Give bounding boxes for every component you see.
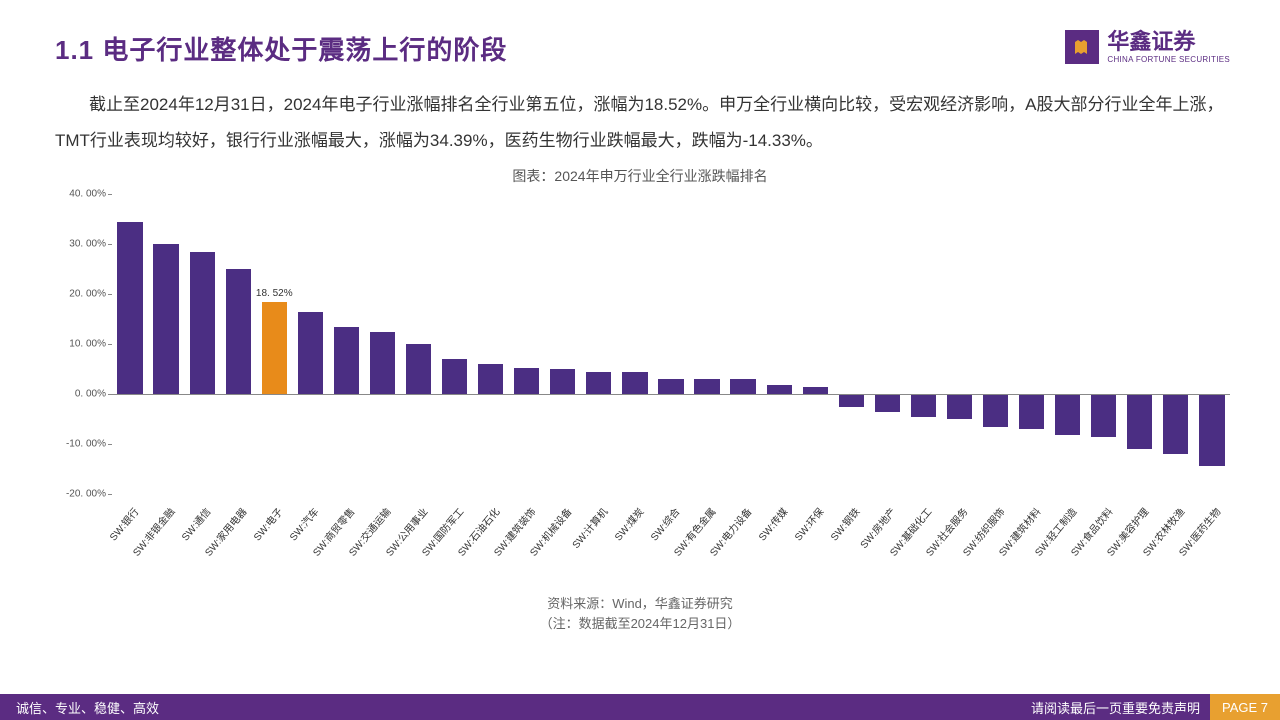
chart-bar: [658, 379, 683, 394]
chart-bar: [1163, 394, 1188, 454]
bar-slot: [1050, 194, 1086, 494]
chart-bar: [262, 302, 287, 395]
bar-slot: [797, 194, 833, 494]
chart-bar: [1019, 394, 1044, 429]
bar-slot: [364, 194, 400, 494]
bar-slot: [1014, 194, 1050, 494]
chart-bar: [406, 344, 431, 394]
chart-source: 资料来源：Wind，华鑫证券研究 （注：数据截至2024年12月31日）: [0, 594, 1280, 633]
chart-bar: [334, 327, 359, 395]
bar-slot: [869, 194, 905, 494]
bar-slot: [401, 194, 437, 494]
bar-slot: [653, 194, 689, 494]
chart-bar: [803, 387, 828, 395]
chart-bar: [1091, 394, 1116, 437]
chart-bar: [694, 379, 719, 394]
bar-slot: [581, 194, 617, 494]
bar-chart: 40. 00%30. 00%20. 00%10. 00%0. 00%-10. 0…: [60, 194, 1230, 554]
bar-slot: [437, 194, 473, 494]
bar-slot: [725, 194, 761, 494]
chart-bar: [911, 394, 936, 417]
bar-slot: [1086, 194, 1122, 494]
chart-bar: [1055, 394, 1080, 435]
y-tick-label: 20. 00%: [69, 289, 106, 300]
page-title: 1.1 电子行业整体处于震荡上行的阶段: [55, 30, 507, 67]
bar-slot: [184, 194, 220, 494]
bar-slot: [1158, 194, 1194, 494]
bar-slot: [617, 194, 653, 494]
bar-slot: [292, 194, 328, 494]
bar-slot: [833, 194, 869, 494]
brand-logo: 华鑫证券 CHINA FORTUNE SECURITIES: [1065, 30, 1230, 64]
chart-bar: [117, 222, 142, 394]
bar-slot: [148, 194, 184, 494]
y-tick-label: 10. 00%: [69, 339, 106, 350]
y-tick-label: 0. 00%: [75, 389, 106, 400]
chart-bar: [1127, 394, 1152, 449]
chart-bar: [514, 368, 539, 395]
chart-bar: [947, 394, 972, 419]
y-tick-label: -10. 00%: [66, 439, 106, 450]
zero-line: [112, 394, 1230, 395]
y-tick-label: -20. 00%: [66, 489, 106, 500]
chart-bar: [226, 269, 251, 394]
logo-text-en: CHINA FORTUNE SECURITIES: [1107, 55, 1230, 64]
bar-slot: [978, 194, 1014, 494]
source-line1: 资料来源：Wind，华鑫证券研究: [0, 594, 1280, 614]
bar-slot: [761, 194, 797, 494]
bar-slot: [905, 194, 941, 494]
chart-bar: [1199, 394, 1224, 466]
header: 1.1 电子行业整体处于震荡上行的阶段 华鑫证券 CHINA FORTUNE S…: [0, 0, 1280, 67]
y-tick-label: 30. 00%: [69, 239, 106, 250]
chart-bar: [370, 332, 395, 395]
bar-slot: [473, 194, 509, 494]
bar-slot: [941, 194, 977, 494]
source-line2: （注：数据截至2024年12月31日）: [0, 614, 1280, 634]
chart-bar: [767, 385, 792, 394]
footer-left: 诚信、专业、稳健、高效: [16, 698, 159, 717]
footer: 诚信、专业、稳健、高效 请阅读最后一页重要免责声明 PAGE 7: [0, 694, 1280, 720]
chart-bar: [875, 394, 900, 412]
chart-bar: [839, 394, 864, 407]
footer-right: 请阅读最后一页重要免责声明 PAGE 7: [1031, 694, 1280, 720]
body-paragraph: 截止至2024年12月31日，2024年电子行业涨幅排名全行业第五位，涨幅为18…: [0, 67, 1280, 158]
bar-slot: [220, 194, 256, 494]
highlight-value-label: 18. 52%: [256, 288, 293, 299]
chart-bar: [550, 369, 575, 394]
bar-slot: [689, 194, 725, 494]
chart-bar: [730, 379, 755, 394]
chart-bar: [478, 364, 503, 394]
chart-plot: 18. 52%: [112, 194, 1230, 494]
bar-slot: [328, 194, 364, 494]
chart-bar: [153, 244, 178, 394]
bar-slot: [545, 194, 581, 494]
page-number: PAGE 7: [1210, 694, 1280, 720]
chart-title: 图表：2024年申万行业全行业涨跌幅排名: [0, 166, 1280, 186]
y-axis: 40. 00%30. 00%20. 00%10. 00%0. 00%-10. 0…: [60, 194, 110, 494]
logo-icon: [1065, 30, 1099, 64]
bar-slot: 18. 52%: [256, 194, 292, 494]
chart-bar: [190, 252, 215, 395]
bar-slot: [1122, 194, 1158, 494]
chart-bar: [622, 372, 647, 395]
x-axis-labels: SW:银行SW:非银金融SW:通信SW:家用电器SW:电子SW:汽车SW:商贸零…: [112, 494, 1230, 584]
bar-slot: [509, 194, 545, 494]
chart-bars: 18. 52%: [112, 194, 1230, 494]
chart-bar: [586, 372, 611, 395]
chart-bar: [442, 359, 467, 394]
y-tick-label: 40. 00%: [69, 189, 106, 200]
chart-bar: [983, 394, 1008, 427]
footer-disclaimer: 请阅读最后一页重要免责声明: [1031, 698, 1200, 717]
logo-text-cn: 华鑫证券: [1107, 31, 1230, 53]
chart-bar: [298, 312, 323, 395]
bar-slot: [112, 194, 148, 494]
bar-slot: [1194, 194, 1230, 494]
